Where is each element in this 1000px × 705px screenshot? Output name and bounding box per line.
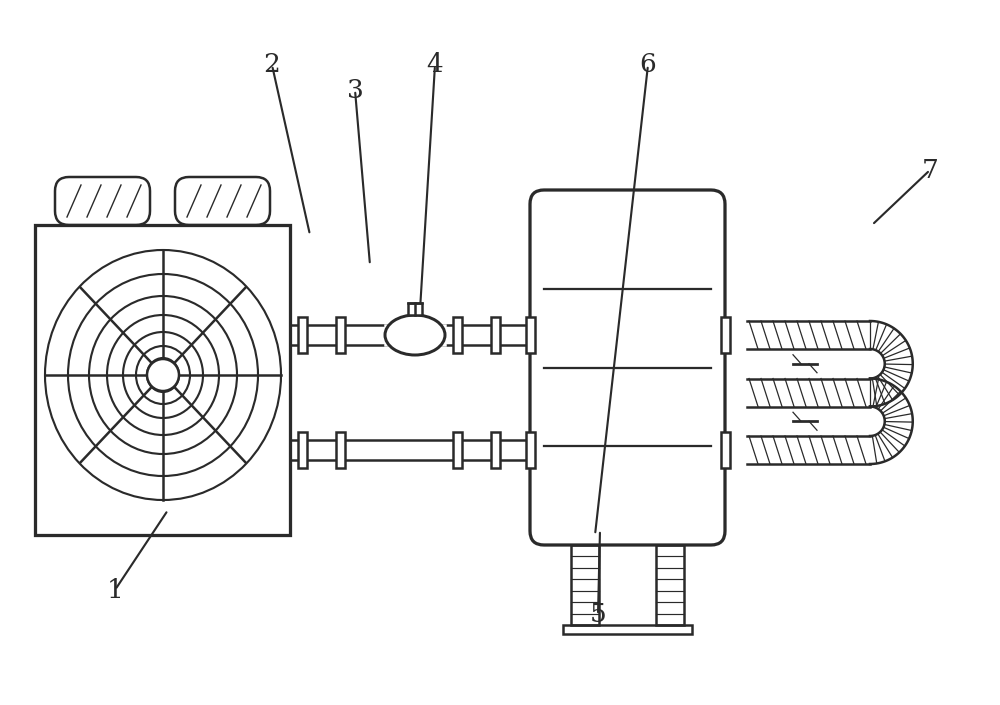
Text: 1: 1 — [107, 577, 123, 603]
Text: 4: 4 — [427, 52, 443, 78]
Bar — [656, 545, 684, 625]
Bar — [298, 317, 306, 353]
Bar — [408, 303, 422, 315]
Ellipse shape — [385, 315, 445, 355]
Text: 3: 3 — [347, 78, 363, 102]
Bar — [526, 317, 534, 353]
Bar — [385, 325, 445, 345]
Bar — [35, 225, 290, 535]
Bar — [490, 432, 500, 468]
Bar — [563, 625, 692, 634]
Text: 2: 2 — [264, 52, 280, 78]
Text: 6: 6 — [640, 52, 656, 78]
Bar — [526, 432, 534, 468]
Text: 5: 5 — [590, 603, 606, 627]
Bar — [571, 545, 599, 625]
Bar — [720, 432, 730, 468]
Text: 7: 7 — [922, 157, 938, 183]
Bar — [298, 432, 306, 468]
Bar — [452, 317, 462, 353]
Bar — [336, 432, 344, 468]
Bar — [490, 317, 500, 353]
Bar — [452, 432, 462, 468]
Circle shape — [147, 359, 179, 391]
Bar — [336, 317, 344, 353]
Bar — [720, 317, 730, 353]
